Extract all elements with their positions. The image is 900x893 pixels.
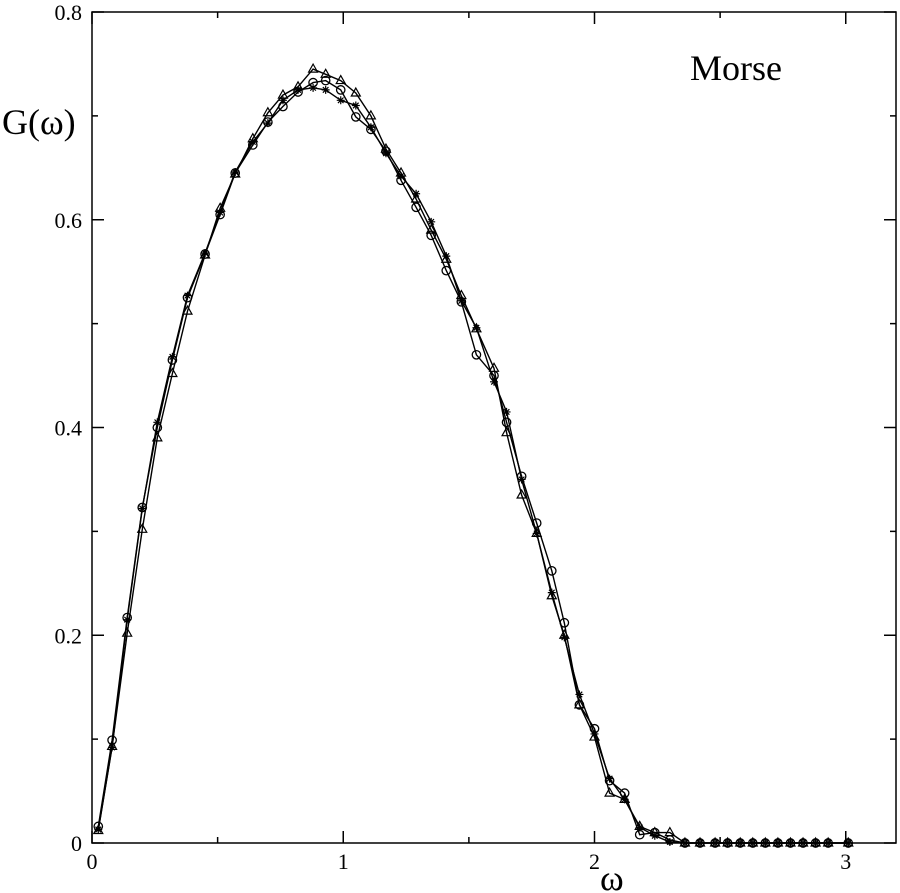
data-point-triangle [747,836,759,847]
x-tick-label: 2 [589,849,600,874]
data-point-triangle [772,836,784,847]
data-point-triangle [470,322,482,333]
data-point-triangle [634,820,646,830]
data-point-triangle [734,836,746,847]
data-point-circle [350,112,361,122]
axes-layer: 0 1 2 3 0 0.2 0.4 0.6 0.8 [55,0,897,874]
data-point-triangle [92,824,104,835]
data-point-circle [335,85,346,95]
x-tick-label: 3 [840,849,851,874]
plot-frame [91,11,897,844]
data-point-triangle [262,106,274,117]
data-point-triangle [425,223,437,234]
series-line-triangle [97,68,849,844]
data-point-triangle [199,248,211,259]
series-line-star [97,87,849,844]
y-tick-label: 0.6 [55,208,83,233]
series-line-circle [97,79,849,844]
data-point-triangle [784,836,797,847]
data-point-triangle [229,167,241,178]
data-point-circle [546,565,557,576]
markers-layer [92,62,854,848]
y-tick-label: 0 [71,831,82,856]
data-point-triangle [797,836,809,847]
x-tick-label: 0 [87,849,98,874]
y-axis-title: G(ω) [2,102,76,142]
data-point-triangle [604,786,616,797]
data-point-triangle [822,836,834,847]
data-point-triangle [546,589,558,600]
data-point-circle [320,75,331,86]
y-tick-label: 0.2 [55,623,83,648]
data-point-triangle [516,488,528,499]
data-point-triangle [694,836,706,847]
data-point-triangle [365,109,377,120]
y-tick-label: 0.8 [55,0,83,25]
data-point-triangle [810,836,822,847]
annotation-label: Morse [690,48,782,88]
y-tick-label: 0.4 [55,416,83,441]
lines-layer [97,68,849,844]
x-axis-title: ω [600,858,624,893]
data-point-triangle [307,62,319,73]
data-point-triangle [709,836,721,847]
data-point-triangle [759,836,771,847]
labels-layer: Morse G(ω) ω [2,48,782,893]
data-point-triangle [350,86,362,97]
x-tick-label: 1 [338,849,349,874]
data-point-triangle [664,826,676,837]
data-point-triangle [440,252,452,263]
data-point-circle [471,349,482,360]
data-point-triangle [573,698,585,709]
data-point-triangle [722,836,734,847]
